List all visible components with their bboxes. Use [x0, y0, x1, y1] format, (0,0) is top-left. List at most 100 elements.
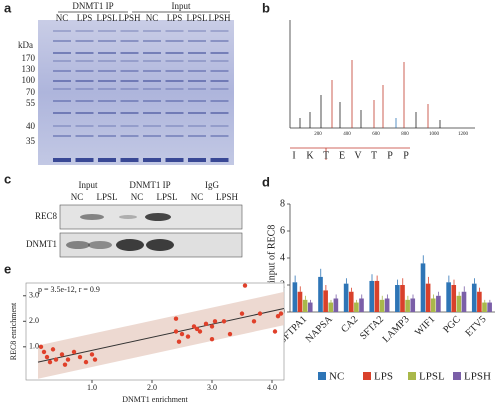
- bar: [420, 263, 426, 312]
- sequence-letter: K: [306, 150, 314, 161]
- band: [53, 30, 71, 32]
- band: [210, 40, 229, 42]
- bar: [456, 295, 462, 312]
- marker-label: 40: [26, 121, 36, 131]
- x-tick-label: CA2: [339, 314, 360, 335]
- marker-label: 130: [22, 64, 36, 74]
- bar: [446, 282, 451, 312]
- band: [143, 88, 161, 90]
- band: [165, 112, 184, 114]
- sequence-letter: P: [387, 150, 393, 161]
- band: [75, 135, 94, 137]
- band: [53, 88, 71, 90]
- band: [188, 40, 206, 42]
- band: [165, 100, 184, 102]
- y-tick-label: 6: [280, 225, 285, 236]
- bar: [333, 298, 339, 312]
- bar: [451, 285, 457, 312]
- lane-label: NC: [56, 13, 69, 23]
- band: [143, 80, 161, 82]
- point: [71, 349, 77, 355]
- band: [53, 135, 71, 137]
- group-label: DNMT1 IP: [72, 1, 113, 11]
- point: [44, 354, 50, 360]
- band: [98, 135, 116, 137]
- band: [120, 112, 139, 114]
- lane-label: NC: [71, 192, 84, 202]
- lane-label: NC: [191, 192, 204, 202]
- band: [210, 125, 229, 127]
- point: [239, 311, 245, 316]
- bar: [328, 302, 334, 312]
- point: [38, 344, 44, 350]
- bar: [471, 283, 477, 312]
- band: [53, 80, 71, 82]
- y-tick-label: 4: [280, 252, 285, 263]
- band: [98, 88, 116, 90]
- bar: [395, 285, 400, 312]
- marker-label: 35: [26, 136, 36, 146]
- band: [120, 40, 139, 42]
- panel-label: e: [4, 261, 11, 276]
- band: [143, 60, 161, 62]
- band: [188, 158, 206, 162]
- band: [120, 100, 139, 102]
- point: [53, 357, 59, 362]
- point: [176, 339, 182, 344]
- bar: [302, 299, 308, 312]
- spectrum-tick: 800: [401, 132, 409, 137]
- band: [188, 100, 206, 102]
- bar: [379, 299, 385, 312]
- band: [165, 70, 184, 72]
- band: [53, 70, 71, 72]
- band: [143, 52, 161, 54]
- trend-line: [37, 308, 285, 363]
- point: [65, 357, 71, 362]
- point: [83, 359, 89, 365]
- sequence-letter: E: [339, 150, 345, 161]
- lane-label: LPSH: [118, 13, 141, 23]
- band: [210, 158, 229, 162]
- lane-label: LPSH: [216, 192, 239, 202]
- bar: [384, 298, 390, 312]
- band: [165, 158, 184, 162]
- x-tick-label: 2.0: [147, 383, 157, 392]
- band: [98, 52, 116, 54]
- lane-label: LPSL: [96, 192, 117, 202]
- point: [221, 319, 227, 324]
- point: [209, 336, 215, 342]
- bar: [436, 295, 441, 312]
- band: [165, 125, 184, 127]
- band: [165, 30, 184, 32]
- point: [92, 357, 98, 362]
- band: [120, 158, 139, 162]
- point: [197, 329, 203, 334]
- y-tick-label: 2.0: [29, 316, 39, 325]
- band: [98, 80, 116, 82]
- band: [75, 125, 94, 127]
- band: [210, 30, 229, 32]
- x-tick-label: PGC: [441, 314, 463, 336]
- band: [143, 40, 161, 42]
- band: [98, 158, 116, 162]
- band: [120, 60, 139, 62]
- point: [203, 321, 209, 327]
- lane-label: LPSL: [96, 13, 117, 23]
- point: [191, 324, 197, 329]
- marker-label: 70: [26, 87, 36, 97]
- spectrum-tick: 600: [372, 132, 380, 137]
- legend-swatch: [453, 372, 461, 380]
- point: [41, 349, 47, 355]
- legend-swatch: [363, 372, 371, 380]
- x-tick-label: 4.0: [267, 383, 277, 392]
- x-axis-label: DNMT1 enrichment: [122, 395, 188, 404]
- band: [120, 135, 139, 137]
- band: [188, 112, 206, 114]
- band: [120, 52, 139, 54]
- point: [227, 331, 233, 337]
- band: [165, 40, 184, 42]
- bar: [359, 298, 364, 312]
- legend-label: NC: [329, 371, 344, 383]
- bar: [343, 283, 349, 312]
- point: [278, 311, 284, 316]
